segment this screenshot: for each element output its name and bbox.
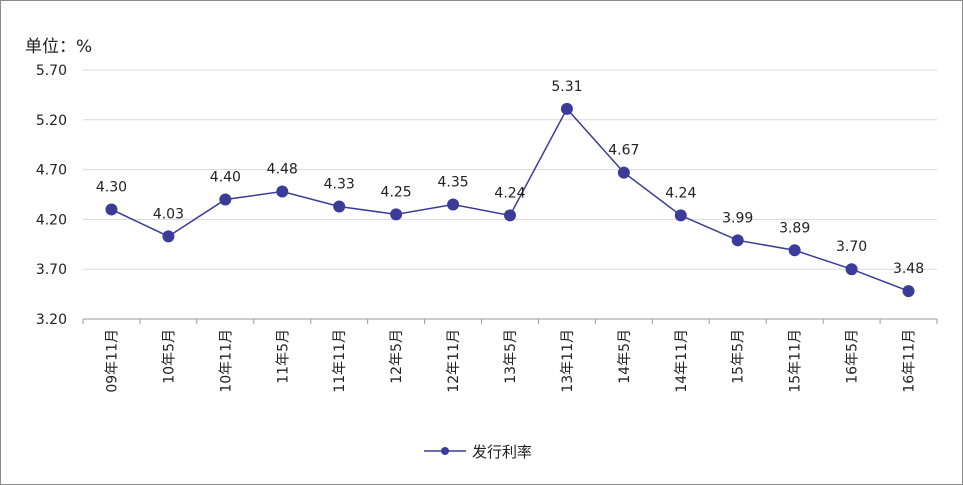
x-tick-label: 15年5月	[731, 329, 747, 384]
x-tick-label: 11年11月	[332, 329, 348, 393]
data-label: 4.48	[267, 162, 298, 178]
data-label: 4.25	[381, 184, 412, 200]
data-point	[105, 203, 118, 216]
x-tick-label: 12年5月	[389, 329, 405, 384]
x-tick-label: 14年11月	[674, 329, 690, 393]
data-point	[504, 209, 516, 222]
y-tick-label: 5.20	[36, 113, 67, 129]
data-label: 3.48	[893, 261, 924, 277]
data-point	[390, 208, 403, 221]
data-label: 5.31	[551, 79, 582, 95]
y-tick-label: 4.70	[36, 163, 67, 179]
y-tick-label: 5.70	[36, 63, 67, 79]
y-tick-label: 4.20	[36, 212, 67, 228]
data-label: 4.40	[210, 169, 241, 185]
data-point	[447, 198, 460, 211]
data-label: 4.67	[608, 143, 639, 159]
y-axis-ticks: 3.20 3.70 4.20 4.70 5.20 5.70	[36, 63, 67, 328]
data-point	[788, 244, 801, 257]
legend-label: 发行利率	[472, 443, 532, 461]
x-tick-label: 16年5月	[845, 329, 861, 384]
legend-marker	[441, 447, 449, 455]
data-point	[731, 234, 744, 247]
data-point	[162, 230, 175, 243]
series-group: 4.30 4.03 4.40 4.48 4.33 4.25 4.35 4.24 5.31 4.67…	[96, 79, 924, 298]
x-tick-label: 13年5月	[503, 329, 519, 384]
data-label: 4.24	[665, 185, 696, 201]
data-label: 3.99	[722, 210, 753, 226]
data-label: 4.33	[324, 176, 355, 192]
legend: 发行利率	[424, 443, 532, 461]
data-label: 4.35	[437, 174, 468, 190]
y-tick-label: 3.20	[36, 312, 67, 328]
data-point	[333, 200, 346, 213]
x-tick-label: 13年11月	[560, 329, 576, 393]
data-point	[902, 285, 915, 298]
x-tick-label: 16年11月	[902, 329, 918, 393]
x-tick-label: 15年11月	[788, 329, 804, 393]
data-point	[845, 263, 858, 276]
unit-label: 单位：%	[25, 37, 93, 57]
data-point	[674, 209, 687, 222]
data-point	[219, 193, 232, 206]
data-label: 4.24	[494, 185, 525, 201]
data-point	[560, 102, 573, 115]
x-tick-label: 11年5月	[275, 329, 291, 384]
data-label: 4.03	[153, 206, 184, 222]
y-tick-label: 3.70	[36, 262, 67, 278]
data-label: 3.70	[836, 239, 867, 255]
data-point	[276, 185, 289, 198]
x-tick-label: 09年11月	[104, 329, 120, 393]
data-label: 4.30	[96, 179, 127, 195]
x-axis-labels: 09年11月 10年5月 10年11月 11年5月 11年11月 12年5月 12年11月 1…	[82, 319, 938, 393]
x-tick-label: 10年11月	[218, 329, 234, 393]
data-label: 3.89	[779, 220, 810, 236]
data-point	[617, 166, 630, 179]
x-tick-label: 12年11月	[446, 329, 462, 393]
x-tick-label: 14年5月	[617, 329, 633, 384]
x-tick-label: 10年5月	[161, 329, 177, 384]
